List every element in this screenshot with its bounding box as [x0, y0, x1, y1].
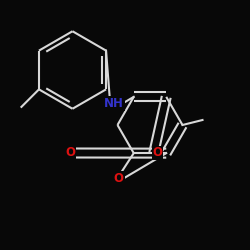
- Text: O: O: [114, 172, 124, 185]
- Text: O: O: [65, 146, 75, 160]
- Text: O: O: [152, 146, 162, 160]
- Text: NH: NH: [104, 97, 124, 110]
